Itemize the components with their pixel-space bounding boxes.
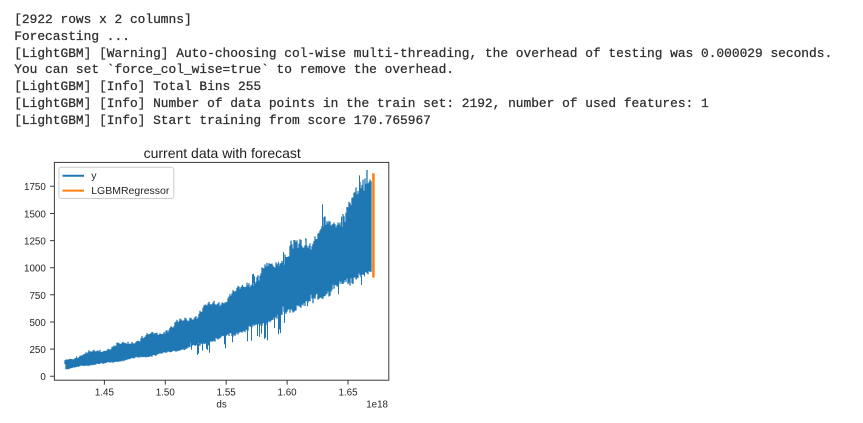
svg-text:1000: 1000	[24, 264, 46, 275]
svg-text:250: 250	[29, 345, 46, 356]
svg-text:LGBMRegressor: LGBMRegressor	[91, 185, 170, 197]
svg-text:1500: 1500	[24, 210, 46, 221]
svg-text:1.55: 1.55	[217, 388, 237, 399]
svg-text:ds: ds	[216, 400, 226, 411]
svg-text:1.50: 1.50	[156, 388, 176, 399]
svg-text:0: 0	[40, 372, 46, 383]
svg-text:1.60: 1.60	[278, 388, 298, 399]
svg-text:y: y	[91, 170, 97, 182]
svg-text:1.65: 1.65	[338, 388, 358, 399]
svg-text:1250: 1250	[24, 237, 46, 248]
svg-text:1.45: 1.45	[95, 388, 115, 399]
svg-text:1e18: 1e18	[366, 400, 388, 411]
svg-text:500: 500	[29, 318, 46, 329]
svg-text:750: 750	[29, 291, 46, 302]
svg-text:current data with forecast: current data with forecast	[144, 145, 301, 161]
svg-text:1750: 1750	[24, 182, 46, 193]
